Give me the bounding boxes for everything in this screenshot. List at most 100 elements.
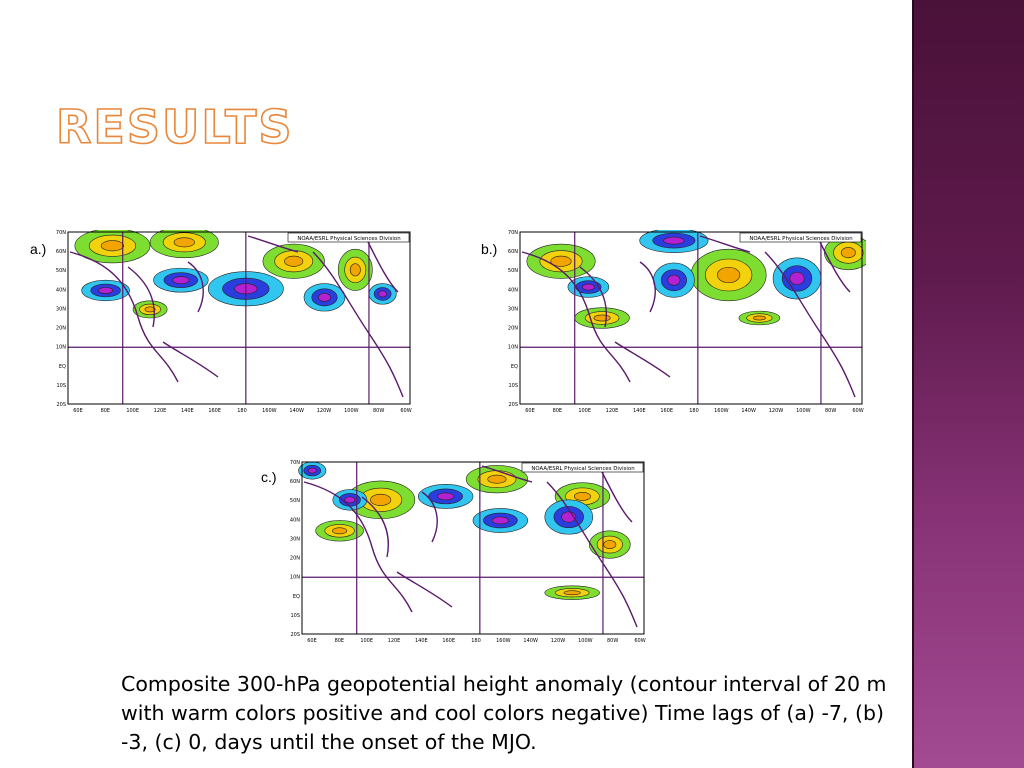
latitude-tick-label: 10S: [56, 383, 66, 389]
latitude-tick-label: EQ: [293, 594, 300, 600]
longitude-tick-label: 100E: [578, 408, 591, 414]
latitude-tick-label: 60N: [290, 479, 300, 485]
latitude-tick-label: 30N: [508, 306, 518, 312]
longitude-tick-label: 100E: [360, 638, 373, 644]
latitude-tick-label: 10N: [290, 575, 300, 581]
map-panel-b: NOAA/ESRL Physical Sciences Division 70N 6…: [504, 230, 866, 420]
longitude-tick-label: 60W: [400, 408, 411, 414]
negative-anomaly-region: [544, 499, 594, 535]
latitude-tick-label: 20N: [56, 326, 66, 332]
longitude-tick-label: 80E: [335, 638, 345, 644]
latitude-tick-label: 40N: [290, 517, 300, 523]
latitude-tick-label: EQ: [511, 364, 518, 370]
longitude-tick-label: 160E: [660, 408, 673, 414]
positive-anomaly-region: [588, 530, 631, 559]
latitude-tick-label: 20S: [508, 402, 518, 408]
positive-anomaly-region: [544, 585, 600, 600]
map-panel-a: NOAA/ESRL Physical Sciences Division 70N 6…: [52, 230, 414, 420]
positive-anomaly-region: [74, 230, 151, 264]
latitude-tick-label: 60N: [508, 249, 518, 255]
negative-anomaly-region: [368, 283, 397, 305]
longitude-tick-label: 160E: [442, 638, 455, 644]
longitude-tick-label: 80E: [553, 408, 563, 414]
negative-anomaly-region: [81, 279, 130, 302]
negative-anomaly-region: [298, 461, 327, 480]
longitude-tick-label: 60E: [73, 408, 83, 414]
geopotential-anomaly-map: NOAA/ESRL Physical Sciences Division 70N 6…: [508, 230, 866, 414]
longitude-tick-label: 140E: [415, 638, 428, 644]
latitude-tick-label: 30N: [290, 536, 300, 542]
latitude-tick-label: 10N: [508, 345, 518, 351]
positive-anomaly-region: [465, 465, 529, 494]
longitude-tick-label: 160W: [262, 408, 277, 414]
coastline-outline: [69, 235, 404, 398]
positive-anomaly-region: [824, 235, 866, 271]
longitude-tick-label: 180: [237, 408, 247, 414]
source-credit-label: NOAA/ESRL Physical Sciences Division: [297, 236, 400, 242]
latitude-tick-label: 70N: [56, 230, 66, 236]
latitude-tick-label: 10N: [56, 345, 66, 351]
coastline-outline: [303, 465, 638, 628]
latitude-tick-label: 50N: [290, 498, 300, 504]
negative-anomaly-region: [639, 230, 709, 253]
positive-anomaly-region: [690, 248, 767, 302]
latitude-tick-label: EQ: [59, 364, 66, 370]
source-credit-label: NOAA/ESRL Physical Sciences Division: [531, 466, 634, 472]
latitude-tick-label: 50N: [56, 268, 66, 274]
positive-anomaly-region: [337, 248, 373, 291]
latitude-tick-label: 40N: [56, 287, 66, 293]
negative-anomaly-region: [567, 276, 610, 298]
panel-label-c: c.): [261, 469, 277, 485]
decorative-side-bar: [912, 0, 1024, 768]
negative-anomaly-region: [332, 489, 368, 511]
geopotential-anomaly-map: NOAA/ESRL Physical Sciences Division 70N 6…: [290, 460, 646, 644]
panel-label-a: a.): [30, 241, 47, 257]
negative-anomaly-region: [472, 508, 529, 533]
geopotential-anomaly-map: NOAA/ESRL Physical Sciences Division 70N 6…: [56, 230, 412, 414]
longitude-tick-label: 60E: [307, 638, 317, 644]
longitude-tick-label: 120E: [388, 638, 401, 644]
longitude-tick-label: 100W: [578, 638, 593, 644]
longitude-tick-label: 180: [689, 408, 699, 414]
longitude-tick-label: 120E: [154, 408, 167, 414]
latitude-tick-label: 10S: [290, 613, 300, 619]
negative-anomaly-region: [653, 262, 695, 298]
panel-label-b: b.): [481, 241, 498, 257]
negative-anomaly-region: [153, 267, 209, 293]
latitude-tick-label: 70N: [290, 460, 300, 466]
longitude-tick-label: 80E: [101, 408, 111, 414]
latitude-tick-label: 20N: [508, 326, 518, 332]
longitude-tick-label: 160E: [208, 408, 221, 414]
longitude-tick-label: 60E: [525, 408, 535, 414]
latitude-tick-label: 30N: [56, 306, 66, 312]
longitude-tick-label: 140W: [289, 408, 304, 414]
latitude-tick-label: 60N: [56, 249, 66, 255]
longitude-tick-label: 100E: [126, 408, 139, 414]
figure-caption: Composite 300-hPa geopotential height an…: [121, 672, 887, 754]
negative-anomaly-region: [303, 283, 346, 312]
latitude-tick-label: 70N: [508, 230, 518, 236]
longitude-tick-label: 180: [471, 638, 481, 644]
longitude-tick-label: 100W: [796, 408, 811, 414]
longitude-tick-label: 160W: [496, 638, 511, 644]
longitude-tick-label: 120W: [769, 408, 784, 414]
coastline-outline: [521, 235, 856, 398]
positive-anomaly-region: [315, 520, 364, 542]
latitude-tick-label: 10S: [508, 383, 518, 389]
positive-anomaly-region: [149, 230, 219, 259]
longitude-tick-label: 140E: [633, 408, 646, 414]
longitude-tick-label: 140E: [181, 408, 194, 414]
slide-title: RESULTS: [55, 100, 294, 154]
positive-anomaly-region: [262, 243, 325, 279]
negative-anomaly-region: [772, 257, 822, 300]
longitude-tick-label: 160W: [714, 408, 729, 414]
longitude-tick-label: 60W: [852, 408, 863, 414]
latitude-tick-label: 50N: [508, 268, 518, 274]
positive-anomaly-region: [574, 307, 630, 329]
positive-anomaly-region: [526, 243, 596, 279]
longitude-tick-label: 80W: [825, 408, 836, 414]
longitude-tick-label: 60W: [634, 638, 645, 644]
latitude-tick-label: 40N: [508, 287, 518, 293]
longitude-tick-label: 120W: [317, 408, 332, 414]
positive-anomaly-region: [132, 300, 168, 319]
